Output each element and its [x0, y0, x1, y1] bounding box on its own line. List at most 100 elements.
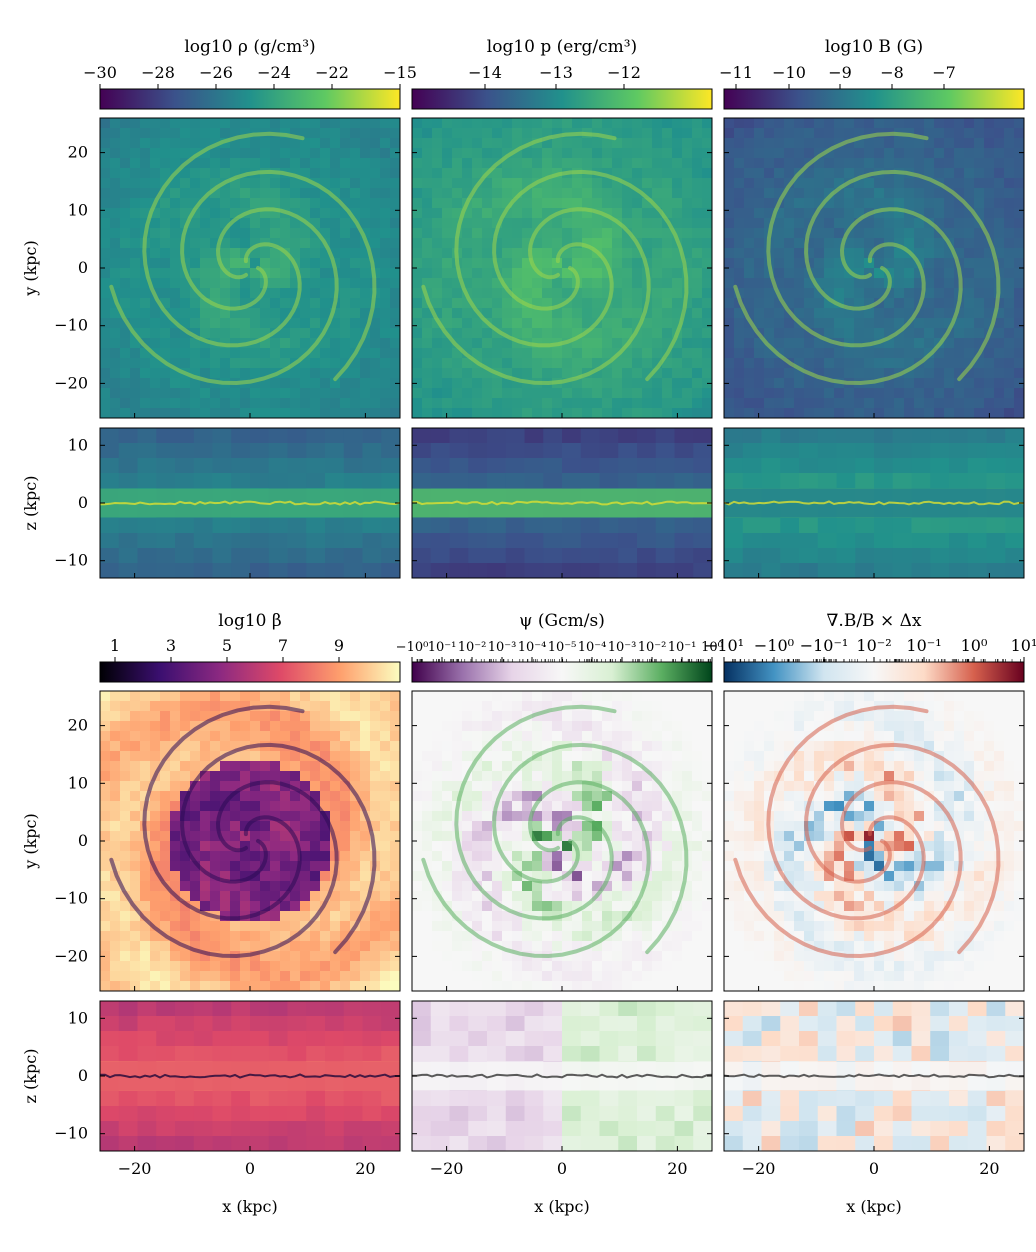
map-cell — [320, 158, 331, 169]
map-cell — [1005, 458, 1024, 474]
map-cell — [834, 158, 845, 169]
map-cell — [874, 218, 885, 229]
map-cell — [343, 1031, 363, 1047]
map-cell — [100, 518, 120, 534]
map-cell — [652, 398, 663, 409]
map-cell — [602, 691, 613, 702]
map-cell — [120, 701, 131, 712]
map-cell — [1005, 548, 1024, 564]
map-cell — [1004, 408, 1015, 418]
map-cell — [754, 138, 765, 149]
map-cell — [914, 138, 925, 149]
map-cell — [240, 408, 251, 418]
map-cell — [220, 348, 231, 359]
map-cell — [994, 168, 1005, 179]
map-cell — [320, 851, 331, 862]
map-cell — [100, 148, 111, 159]
map-cell — [462, 368, 473, 379]
map-cell — [370, 298, 381, 309]
map-cell — [834, 248, 845, 259]
map-cell — [512, 218, 523, 229]
map-cell — [924, 288, 935, 299]
map-cell — [110, 218, 121, 229]
map-cell — [100, 741, 111, 752]
map-cell — [320, 751, 331, 762]
colorbar-tick-label: −28 — [141, 63, 175, 82]
map-cell — [472, 398, 483, 409]
map-cell — [974, 208, 985, 219]
map-cell — [250, 901, 261, 912]
map-cell — [180, 891, 191, 902]
map-cell — [542, 781, 553, 792]
map-cell — [160, 248, 171, 259]
map-cell — [492, 408, 503, 418]
map-cell — [390, 831, 400, 842]
map-cell — [874, 178, 885, 189]
map-cell — [150, 258, 161, 269]
map-cell — [542, 821, 553, 832]
map-cell — [482, 791, 493, 802]
map-cell — [100, 841, 111, 852]
map-cell — [874, 198, 885, 209]
map-cell — [602, 781, 613, 792]
map-cell — [682, 348, 693, 359]
map-cell — [140, 298, 151, 309]
map-cell — [190, 258, 201, 269]
map-cell — [592, 348, 603, 359]
map-cell — [814, 398, 825, 409]
map-cell — [794, 398, 805, 409]
map-cell — [370, 228, 381, 239]
map-cell — [350, 841, 361, 852]
map-cell — [984, 248, 995, 259]
map-cell — [724, 473, 744, 489]
map-cell — [814, 158, 825, 169]
map-cell — [260, 781, 271, 792]
map-cell — [260, 348, 271, 359]
map-cell — [442, 358, 453, 369]
map-cell — [320, 721, 331, 732]
map-cell — [240, 811, 251, 822]
map-cell — [100, 1121, 120, 1137]
map-cell — [692, 238, 703, 249]
map-cell — [380, 258, 391, 269]
map-cell — [160, 951, 171, 962]
map-cell — [572, 298, 583, 309]
map-cell — [934, 238, 945, 249]
map-cell — [724, 158, 735, 169]
map-cell — [343, 443, 363, 459]
map-cell — [287, 533, 307, 549]
map-cell — [774, 408, 785, 418]
map-cell — [622, 691, 633, 702]
map-cell — [268, 563, 288, 578]
map-cell — [652, 248, 663, 259]
map-cell — [240, 358, 251, 369]
map-cell — [268, 1046, 288, 1062]
map-cell — [449, 473, 469, 489]
map-cell — [300, 751, 311, 762]
map-cell — [764, 148, 775, 159]
map-cell — [130, 198, 141, 209]
map-cell — [120, 158, 131, 169]
map-cell — [884, 198, 895, 209]
map-cell — [1004, 118, 1015, 129]
map-cell — [622, 158, 633, 169]
map-cell — [522, 821, 533, 832]
map-cell — [632, 721, 643, 732]
map-cell — [542, 178, 553, 189]
map-cell — [602, 328, 613, 339]
map-cell — [592, 721, 603, 732]
map-cell — [442, 811, 453, 822]
map-cell — [984, 388, 995, 399]
map-cell — [442, 168, 453, 179]
map-cell — [572, 691, 583, 702]
map-cell — [462, 128, 473, 139]
map-cell — [190, 751, 201, 762]
map-cell — [290, 318, 301, 329]
map-cell — [612, 228, 623, 239]
map-cell — [592, 238, 603, 249]
map-cell — [612, 701, 623, 712]
map-cell — [220, 288, 231, 299]
map-cell — [220, 208, 231, 219]
map-cell — [552, 308, 563, 319]
map-cell — [130, 258, 141, 269]
